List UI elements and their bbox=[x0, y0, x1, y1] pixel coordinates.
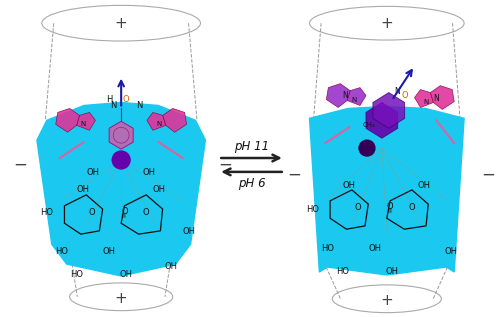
Text: HO: HO bbox=[40, 208, 53, 217]
Polygon shape bbox=[77, 113, 95, 130]
Text: HO: HO bbox=[306, 204, 319, 214]
Text: OH: OH bbox=[182, 227, 195, 236]
Text: OH: OH bbox=[143, 168, 155, 177]
Polygon shape bbox=[147, 113, 166, 130]
Text: pH 11: pH 11 bbox=[234, 139, 270, 152]
Polygon shape bbox=[366, 102, 398, 138]
Text: O: O bbox=[387, 202, 394, 211]
Polygon shape bbox=[430, 86, 454, 109]
Polygon shape bbox=[56, 108, 80, 132]
Circle shape bbox=[359, 140, 375, 156]
Text: N: N bbox=[394, 87, 400, 95]
Text: OH: OH bbox=[164, 262, 177, 271]
Text: O: O bbox=[401, 91, 408, 100]
Text: pH 6: pH 6 bbox=[238, 177, 266, 190]
Text: OH: OH bbox=[87, 168, 100, 177]
Text: +: + bbox=[115, 291, 128, 306]
Text: OH: OH bbox=[119, 270, 133, 279]
Text: OH: OH bbox=[385, 267, 398, 276]
Text: H: H bbox=[106, 95, 112, 105]
Text: +: + bbox=[115, 16, 128, 31]
Text: OH: OH bbox=[77, 185, 90, 194]
Text: O: O bbox=[143, 208, 150, 217]
Polygon shape bbox=[347, 87, 366, 106]
Text: OH: OH bbox=[343, 181, 356, 190]
Polygon shape bbox=[373, 93, 405, 128]
Text: OH: OH bbox=[445, 247, 458, 256]
Polygon shape bbox=[163, 108, 186, 132]
Text: −: − bbox=[288, 166, 301, 184]
Text: HO: HO bbox=[55, 247, 68, 256]
Text: IIII: IIII bbox=[121, 214, 128, 219]
Text: OH: OH bbox=[368, 244, 382, 253]
Polygon shape bbox=[415, 90, 433, 107]
Text: O: O bbox=[123, 95, 130, 105]
Text: HO: HO bbox=[70, 270, 83, 279]
Text: OH: OH bbox=[152, 185, 165, 194]
Text: N: N bbox=[424, 99, 429, 105]
Text: OH: OH bbox=[103, 247, 116, 256]
Text: OH: OH bbox=[418, 181, 431, 190]
Text: +: + bbox=[381, 293, 393, 308]
Text: −: − bbox=[218, 156, 232, 174]
Text: +: + bbox=[381, 16, 393, 31]
Text: HO: HO bbox=[321, 244, 334, 253]
Text: N: N bbox=[156, 121, 161, 127]
Text: −: − bbox=[13, 156, 27, 174]
Text: IIII: IIII bbox=[387, 209, 393, 215]
Polygon shape bbox=[309, 107, 464, 275]
Polygon shape bbox=[327, 84, 350, 107]
Text: N: N bbox=[342, 91, 348, 100]
Text: N: N bbox=[81, 121, 86, 127]
Text: O: O bbox=[354, 203, 361, 212]
Text: N: N bbox=[351, 96, 357, 102]
Text: N: N bbox=[136, 101, 142, 110]
Text: O: O bbox=[121, 207, 128, 216]
Polygon shape bbox=[37, 102, 206, 276]
Text: O: O bbox=[409, 203, 415, 212]
Text: N: N bbox=[433, 94, 439, 102]
Text: HO: HO bbox=[336, 267, 349, 276]
Text: CH₃: CH₃ bbox=[362, 122, 375, 128]
Polygon shape bbox=[109, 121, 133, 149]
Circle shape bbox=[112, 151, 130, 169]
Text: −: − bbox=[481, 166, 495, 184]
Text: N: N bbox=[110, 101, 116, 110]
Text: O: O bbox=[88, 208, 95, 217]
